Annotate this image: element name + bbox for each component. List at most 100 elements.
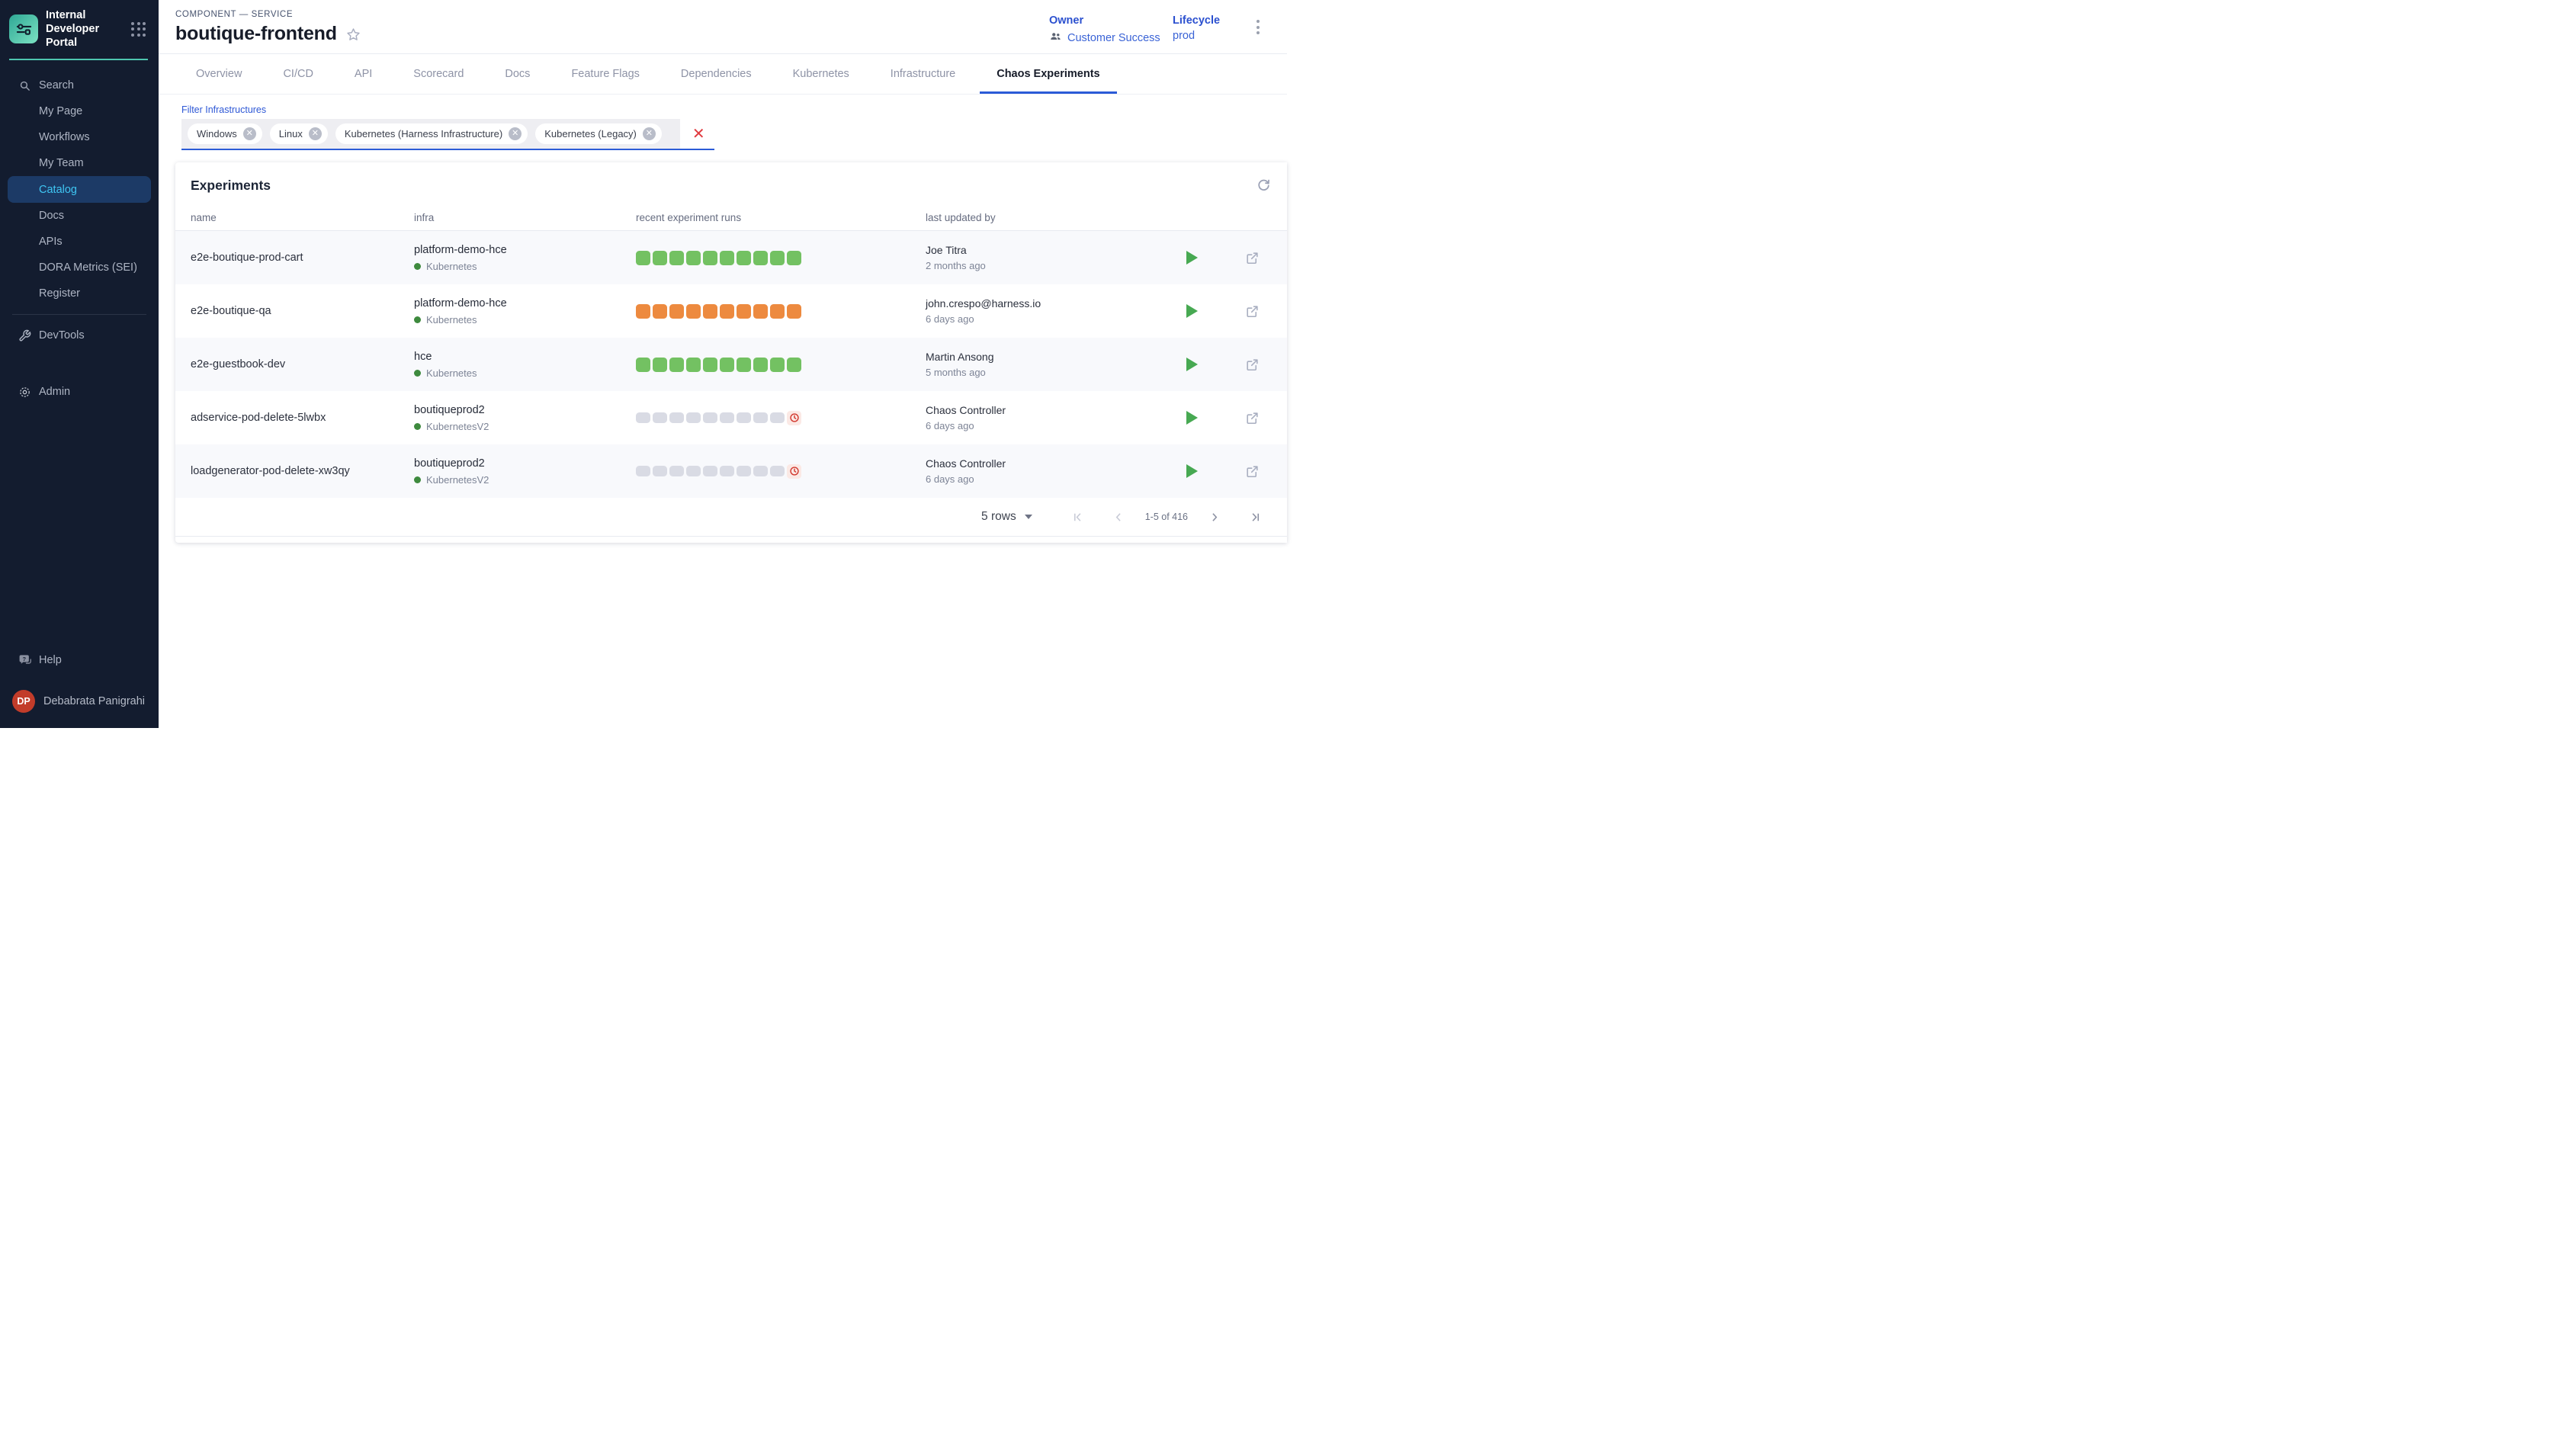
first-page-button[interactable]: [1071, 510, 1086, 524]
run-experiment-button[interactable]: [1186, 411, 1198, 425]
filter-input[interactable]: Windows✕Linux✕Kubernetes (Harness Infras…: [181, 119, 714, 150]
sidebar-item-apis[interactable]: APIs: [0, 229, 159, 255]
page-header: COMPONENT — SERVICE boutique-frontend Ow…: [159, 0, 1287, 54]
chip-remove-icon[interactable]: ✕: [243, 127, 256, 140]
run-square-gray: [669, 466, 684, 476]
table-row[interactable]: e2e-boutique-qaplatform-demo-hceKubernet…: [175, 284, 1287, 338]
owner-link[interactable]: Customer Success: [1067, 32, 1160, 44]
run-square-green[interactable]: [653, 251, 667, 265]
run-square-orange[interactable]: [686, 304, 701, 319]
run-square-orange[interactable]: [720, 304, 734, 319]
run-experiment-button[interactable]: [1186, 251, 1198, 265]
chip-remove-icon[interactable]: ✕: [643, 127, 656, 140]
tab-infrastructure[interactable]: Infrastructure: [870, 54, 976, 94]
run-square-orange[interactable]: [653, 304, 667, 319]
sidebar-divider: [9, 59, 148, 60]
kebab-menu-icon[interactable]: [1252, 14, 1264, 40]
page-range-label: 1-5 of 416: [1145, 512, 1188, 522]
prev-page-button[interactable]: [1112, 510, 1126, 524]
sidebar-item-admin[interactable]: Admin: [0, 379, 159, 405]
run-square-green[interactable]: [636, 358, 650, 372]
sidebar-item-docs[interactable]: Docs: [0, 203, 159, 229]
run-square-green[interactable]: [753, 251, 768, 265]
run-square-green[interactable]: [720, 358, 734, 372]
sidebar-divider: [12, 314, 146, 315]
run-square-green[interactable]: [669, 358, 684, 372]
tab-feature-flags[interactable]: Feature Flags: [550, 54, 660, 94]
status-dot: [414, 316, 421, 323]
run-square-green[interactable]: [770, 358, 785, 372]
run-experiment-button[interactable]: [1186, 304, 1198, 318]
search-icon: [18, 79, 39, 92]
run-square-green[interactable]: [703, 358, 717, 372]
user-menu[interactable]: DP Debabrata Panigrahi: [0, 690, 159, 728]
tab-api[interactable]: API: [334, 54, 393, 94]
sidebar-item-label: Docs: [39, 210, 64, 222]
sidebar-item-search[interactable]: Search: [0, 72, 159, 98]
run-square-orange[interactable]: [753, 304, 768, 319]
tab-dependencies[interactable]: Dependencies: [660, 54, 772, 94]
run-square-orange[interactable]: [669, 304, 684, 319]
sidebar-item-dora-metrics-sei[interactable]: DORA Metrics (SEI): [0, 255, 159, 281]
star-icon[interactable]: [345, 27, 361, 43]
run-square-green[interactable]: [787, 251, 801, 265]
table-row[interactable]: adservice-pod-delete-5lwbxboutiqueprod2K…: [175, 391, 1287, 444]
sidebar-item-help[interactable]: ? Help: [0, 647, 159, 673]
tab-ci-cd[interactable]: CI/CD: [262, 54, 333, 94]
run-square-orange[interactable]: [636, 304, 650, 319]
sidebar-item-workflows[interactable]: Workflows: [0, 124, 159, 150]
run-square-green[interactable]: [686, 251, 701, 265]
run-square-green[interactable]: [653, 358, 667, 372]
run-square-green[interactable]: [703, 251, 717, 265]
column-header: recent experiment runs: [636, 212, 926, 223]
run-square-orange[interactable]: [770, 304, 785, 319]
run-square-green[interactable]: [669, 251, 684, 265]
chip-label: Kubernetes (Harness Infrastructure): [345, 128, 502, 140]
pending-run-clock-icon[interactable]: [787, 464, 801, 479]
chip-remove-icon[interactable]: ✕: [309, 127, 322, 140]
tab-overview[interactable]: Overview: [175, 54, 262, 94]
sidebar-item-my-page[interactable]: My Page: [0, 98, 159, 124]
tab-docs[interactable]: Docs: [484, 54, 550, 94]
run-square-orange[interactable]: [703, 304, 717, 319]
run-square-green[interactable]: [770, 251, 785, 265]
pending-run-clock-icon[interactable]: [787, 411, 801, 425]
open-experiment-button[interactable]: [1245, 464, 1260, 479]
run-square-green[interactable]: [737, 358, 751, 372]
sidebar-item-my-team[interactable]: My Team: [0, 150, 159, 176]
refresh-icon[interactable]: [1256, 178, 1272, 194]
table-row[interactable]: loadgenerator-pod-delete-xw3qyboutiquepr…: [175, 444, 1287, 498]
apps-menu-icon[interactable]: [129, 20, 148, 39]
open-experiment-button[interactable]: [1245, 358, 1260, 372]
open-experiment-button[interactable]: [1245, 304, 1260, 319]
run-square-green[interactable]: [753, 358, 768, 372]
tab-chaos-experiments[interactable]: Chaos Experiments: [976, 54, 1120, 94]
chip-remove-icon[interactable]: ✕: [509, 127, 522, 140]
portal-logo-icon: [9, 14, 38, 43]
run-square-green[interactable]: [737, 251, 751, 265]
sidebar-item-devtools[interactable]: DevTools: [0, 322, 159, 348]
sidebar-item-label: My Team: [39, 157, 84, 169]
run-square-orange[interactable]: [737, 304, 751, 319]
run-experiment-button[interactable]: [1186, 358, 1198, 371]
sidebar-item-catalog[interactable]: Catalog: [8, 176, 151, 203]
tab-scorecard[interactable]: Scorecard: [393, 54, 484, 94]
tab-bar: OverviewCI/CDAPIScorecardDocsFeature Fla…: [159, 54, 1287, 95]
last-page-button[interactable]: [1247, 510, 1262, 524]
run-square-green[interactable]: [636, 251, 650, 265]
run-experiment-button[interactable]: [1186, 464, 1198, 478]
open-experiment-button[interactable]: [1245, 251, 1260, 265]
run-square-green[interactable]: [686, 358, 701, 372]
status-dot: [414, 476, 421, 483]
sidebar-item-register[interactable]: Register: [0, 281, 159, 306]
table-row[interactable]: e2e-boutique-prod-cartplatform-demo-hceK…: [175, 231, 1287, 284]
clear-filter-icon[interactable]: ✕: [692, 127, 705, 142]
run-square-orange[interactable]: [787, 304, 801, 319]
table-row[interactable]: e2e-guestbook-devhceKubernetesMartin Ans…: [175, 338, 1287, 391]
run-square-green[interactable]: [720, 251, 734, 265]
next-page-button[interactable]: [1207, 510, 1221, 524]
tab-kubernetes[interactable]: Kubernetes: [772, 54, 870, 94]
rows-per-page-select[interactable]: 5 rows: [981, 510, 1032, 524]
run-square-green[interactable]: [787, 358, 801, 372]
open-experiment-button[interactable]: [1245, 411, 1260, 425]
